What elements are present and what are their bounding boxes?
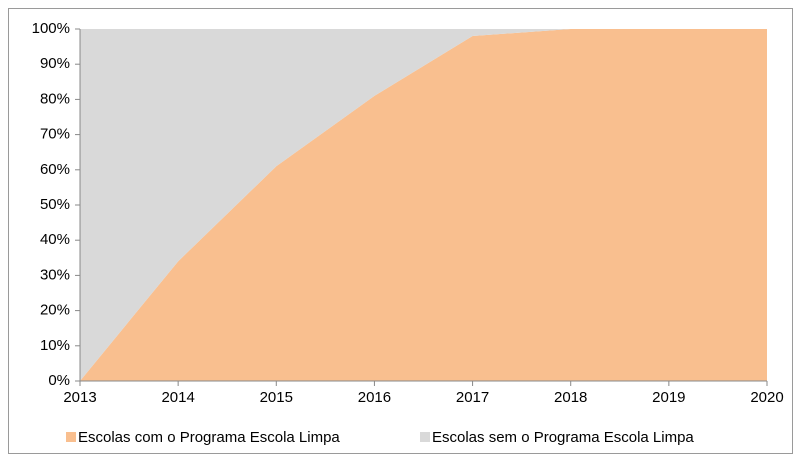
x-tick-label: 2020 xyxy=(750,389,783,406)
y-tick-label: 50% xyxy=(40,196,70,213)
y-tick-label: 100% xyxy=(32,20,70,37)
y-tick-label: 10% xyxy=(40,337,70,354)
legend-swatch xyxy=(420,432,430,442)
y-tick-label: 80% xyxy=(40,90,70,107)
legend-label: Escolas sem o Programa Escola Limpa xyxy=(432,429,694,446)
y-tick-label: 70% xyxy=(40,126,70,143)
y-tick-label: 60% xyxy=(40,161,70,178)
area xyxy=(80,29,767,381)
legend-label: Escolas com o Programa Escola Limpa xyxy=(78,429,340,446)
area xyxy=(80,29,767,381)
y-tick-label: 90% xyxy=(40,55,70,72)
y-tick-label: 20% xyxy=(40,302,70,319)
x-tick-label: 2014 xyxy=(161,389,194,406)
x-tick-label: 2018 xyxy=(554,389,587,406)
x-tick-label: 2016 xyxy=(358,389,391,406)
y-tick-label: 40% xyxy=(40,231,70,248)
legend-swatch xyxy=(66,432,76,442)
y-tick-label: 0% xyxy=(48,372,70,389)
x-tick-label: 2017 xyxy=(456,389,489,406)
x-tick-label: 2013 xyxy=(63,389,96,406)
x-tick-label: 2019 xyxy=(652,389,685,406)
x-tick-label: 2015 xyxy=(260,389,293,406)
y-tick-label: 30% xyxy=(40,266,70,283)
